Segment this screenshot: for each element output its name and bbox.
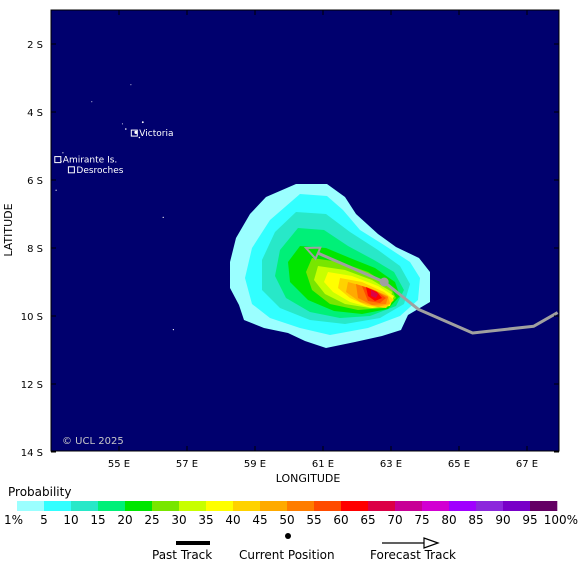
legend-swatch (233, 501, 261, 511)
legend-label: 65 (360, 513, 375, 527)
island (134, 130, 138, 134)
legend-swatch (314, 501, 342, 511)
legend-label: 1% (4, 513, 23, 527)
legend-swatch (71, 501, 99, 511)
lon-tick-label: 55 E (108, 459, 130, 470)
island (125, 128, 127, 130)
legend-swatch (530, 501, 558, 511)
place-marker (130, 129, 138, 137)
island (55, 189, 57, 191)
legend-label: 95 (522, 513, 537, 527)
lat-tick-label: 2 S (27, 40, 43, 51)
legend-label: 20 (117, 513, 132, 527)
legend-label: 50 (279, 513, 294, 527)
legend-label: 25 (144, 513, 159, 527)
legend-swatch (152, 501, 180, 511)
probability-legend-labels: 1% 5 10 15 20 25 30 35 40 45 50 55 60 65 70 75 80 85 90 95 1… (4, 513, 578, 527)
forecast-track-arrowhead (303, 246, 322, 261)
legend-label: 10 (63, 513, 78, 527)
track-line (383, 280, 559, 335)
legend-swatch (287, 501, 315, 511)
island (121, 123, 123, 125)
y-axis-title: LATITUDE (2, 203, 15, 256)
legend-swatch (179, 501, 207, 511)
legend-label: 5 (40, 513, 48, 527)
legend-swatch (17, 501, 45, 511)
current-position-label: Current Position (239, 548, 335, 562)
key-symbols (176, 533, 440, 549)
forecast-track-line (317, 251, 385, 284)
legend-label: 35 (198, 513, 213, 527)
plot-frame (50, 9, 560, 452)
legend-label: 85 (468, 513, 483, 527)
lat-tick-label: 12 S (21, 380, 43, 391)
legend-swatch (422, 501, 450, 511)
legend-label: 40 (225, 513, 240, 527)
island (130, 84, 132, 86)
legend-swatch (395, 501, 423, 511)
legend-label: 55 (306, 513, 321, 527)
island (138, 136, 141, 139)
lon-tick-label: 57 E (176, 459, 198, 470)
lon-tick-label: 59 E (244, 459, 266, 470)
latitude-axis: 2 S 4 S 6 S 8 S 10 S 12 S 14 S (21, 40, 559, 459)
place-label: Amirante Is. (63, 156, 117, 166)
forecast-arrowhead-symbol (423, 537, 440, 549)
lon-tick-label: 63 E (380, 459, 402, 470)
current-position-marker (379, 277, 389, 287)
legend-label: 100% (544, 513, 578, 527)
forecast-track-label: Forecast Track (370, 548, 456, 562)
lon-tick-label: 67 E (516, 459, 538, 470)
legend-swatch (449, 501, 477, 511)
legend-swatch (503, 501, 531, 511)
probability-swath (230, 184, 430, 348)
x-axis-title: LONGITUDE (276, 472, 341, 485)
place-label: Desroches (76, 166, 123, 176)
lon-tick-label: 61 E (312, 459, 334, 470)
legend-label: 75 (414, 513, 429, 527)
past-track-label: Past Track (152, 548, 213, 562)
storm-track (303, 246, 559, 335)
legend-label: 70 (387, 513, 402, 527)
island (91, 101, 93, 103)
place-marker (54, 156, 62, 164)
lat-tick-label: 14 S (21, 448, 43, 459)
place-labels: Victoria Amirante Is.Desroches (54, 129, 173, 176)
island (62, 152, 64, 154)
legend-title: Probability (8, 485, 72, 499)
legend-label: 90 (495, 513, 510, 527)
legend-label: 80 (441, 513, 456, 527)
current-position-symbol (285, 533, 291, 539)
legend-swatch (260, 501, 288, 511)
legend-swatch (98, 501, 126, 511)
legend-swatch (125, 501, 153, 511)
lat-tick-label: 8 S (27, 244, 43, 255)
legend-swatch (368, 501, 396, 511)
probability-legend-bar (17, 501, 558, 511)
legend-label: 15 (90, 513, 105, 527)
place-marker (67, 166, 75, 174)
island (172, 329, 174, 331)
legend-label: 30 (171, 513, 186, 527)
legend-label: 45 (252, 513, 267, 527)
place-label: Victoria (139, 129, 173, 139)
legend-swatch (341, 501, 369, 511)
lat-tick-label: 4 S (27, 108, 43, 119)
copyright-text: © UCL 2025 (62, 436, 124, 447)
island (141, 121, 144, 124)
legend-swatch (476, 501, 504, 511)
legend-label: 60 (333, 513, 348, 527)
legend-swatch (206, 501, 234, 511)
legend-swatch (44, 501, 72, 511)
longitude-axis: 55 E 57 E 59 E 61 E 63 E 65 E 67 E (108, 10, 538, 470)
lat-tick-label: 6 S (27, 176, 43, 187)
island (162, 216, 164, 218)
lon-tick-label: 65 E (448, 459, 470, 470)
lat-tick-label: 10 S (21, 312, 43, 323)
